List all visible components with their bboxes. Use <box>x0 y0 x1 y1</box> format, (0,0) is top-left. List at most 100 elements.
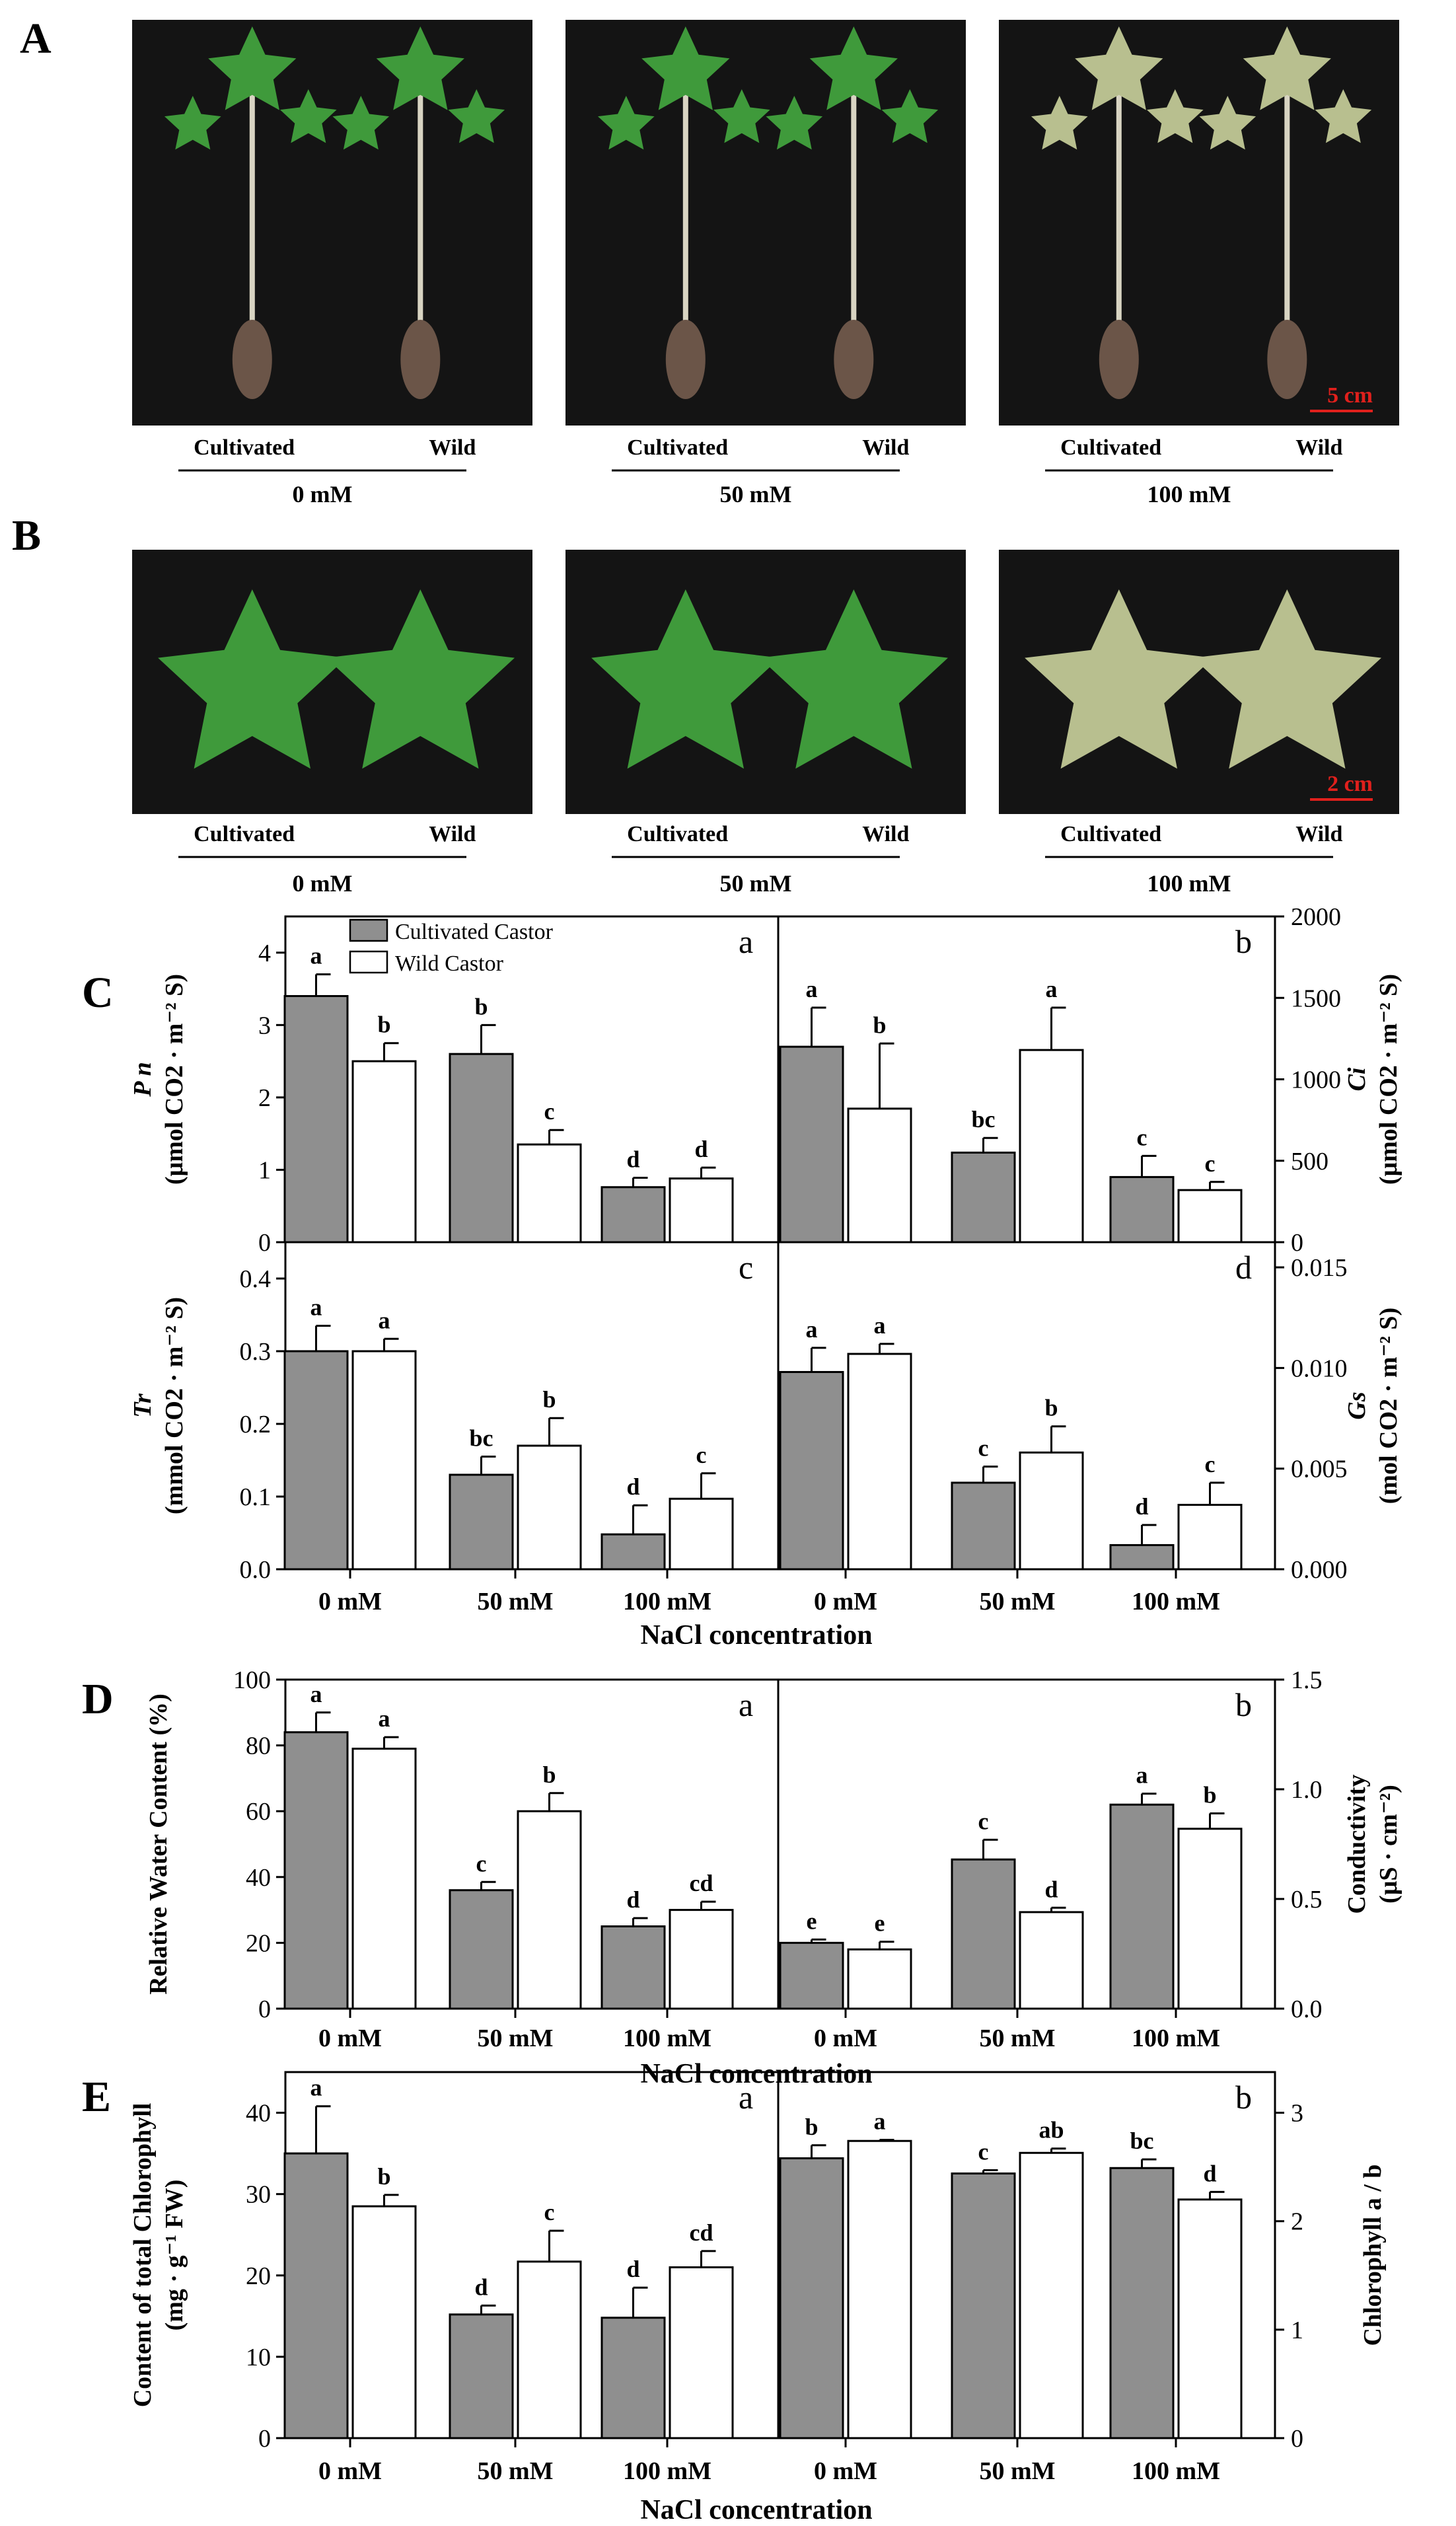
chart-C-a: 0 1 2 3 4 a b b c d d a P n (μmol CO2 · m⁻² S) <box>129 915 780 1257</box>
significance-letter: a <box>874 1312 886 1339</box>
y-tick-label: 500 <box>1291 1148 1329 1175</box>
significance-letter: b <box>474 993 488 1020</box>
chart-C-b: 0 500 1000 1500 2000 a b bc a c c b Ci (μmol CO2 · m⁻… <box>777 903 1402 1257</box>
label-wild: Wild <box>862 822 909 846</box>
bar-wild-0 <box>351 1060 417 1244</box>
bar-cultivated-2 <box>601 1533 666 1571</box>
bar-wild-0 <box>847 1107 912 1244</box>
label-cultivated: Cultivated <box>194 822 295 846</box>
significance-letter: bc <box>470 1425 493 1452</box>
significance-letter: b <box>542 1762 556 1788</box>
y-axis-label: (mmol CO2 · m⁻² S) <box>161 1297 188 1514</box>
concentration-label: 50 mM <box>720 870 792 897</box>
significance-letter: c <box>476 1850 487 1876</box>
label-cultivated: Cultivated <box>627 435 728 460</box>
x-tick-label: 0 mM <box>814 2457 877 2485</box>
y-tick-label: 1000 <box>1291 1066 1341 1094</box>
panel-letter-c: C <box>82 969 114 1017</box>
significance-letter: d <box>626 1473 639 1500</box>
significance-letter: b <box>805 2114 818 2140</box>
significance-letter: a <box>310 1681 322 1707</box>
significance-letter: c <box>544 2199 555 2225</box>
bar-cultivated-2 <box>601 2317 666 2439</box>
cultivated-plant-leaf <box>280 89 337 143</box>
wild-leaf-leaf <box>326 589 515 769</box>
wild-plant-leaf <box>809 26 898 110</box>
label-wild: Wild <box>429 435 476 460</box>
bar-wild-2 <box>1177 2198 1243 2439</box>
cultivated-plant-leaf <box>1031 96 1088 150</box>
bar-wild-2 <box>669 2266 734 2439</box>
bar-wild-0 <box>847 2139 912 2439</box>
bar-wild-1 <box>1019 1451 1084 1571</box>
y-tick-label: 0.000 <box>1291 1556 1348 1584</box>
chart-D-b: 0.0 0.5 1.0 1.5 e e 0 mM c d 50 mM a b 100 mM b Conduc… <box>777 1666 1402 2052</box>
label-cultivated: Cultivated <box>1060 435 1161 460</box>
significance-letter: a <box>1046 976 1058 1002</box>
bar-cultivated-0 <box>779 2157 844 2439</box>
x-tick-label: 0 mM <box>318 2025 382 2052</box>
y-tick-label: 2 <box>258 1084 271 1112</box>
y-tick-label: 1500 <box>1291 984 1341 1012</box>
significance-letter: a <box>310 943 322 969</box>
bar-cultivated-1 <box>449 1473 514 1571</box>
y-tick-label: 0 <box>1291 1229 1303 1257</box>
wild-plant-leaf <box>332 96 390 150</box>
x-tick-label: 0 mM <box>814 1588 877 1616</box>
y-tick-label: 3 <box>1291 2100 1303 2128</box>
x-tick-label: 50 mM <box>477 2025 553 2052</box>
panel-corner-letter: b <box>1235 2079 1252 2116</box>
bar-cultivated-2 <box>1109 1803 1175 2010</box>
y-tick-label: 0.005 <box>1291 1456 1348 1483</box>
significance-letter: d <box>626 2256 639 2282</box>
y-tick-label: 1 <box>1291 2317 1303 2344</box>
y-tick-label: 20 <box>246 1929 271 1957</box>
wild-plant-leaf <box>1199 96 1256 150</box>
bar-wild-2 <box>669 1909 734 2010</box>
significance-letter: c <box>544 1098 555 1125</box>
bar-cultivated-2 <box>1109 1543 1175 1571</box>
y-axis-label: Chlorophyll a / b <box>1359 2165 1387 2346</box>
y-axis-label: (mol CO2 · m⁻² S) <box>1375 1308 1402 1504</box>
chart-D-a: 0 20 40 60 80 100 a a 0 mM c b 50 mM d cd 100 mM a Relat… <box>145 1666 780 2052</box>
y-tick-label: 100 <box>233 1666 271 1694</box>
bar-wild-0 <box>847 1948 912 2010</box>
panel-corner-letter: a <box>739 1686 753 1723</box>
legend-swatch-wild <box>349 950 388 974</box>
bar-wild-1 <box>517 1444 582 1571</box>
significance-letter: a <box>310 2075 322 2101</box>
y-tick-label: 1 <box>258 1156 271 1184</box>
panel-letter-d: D <box>82 1675 114 1723</box>
bar-cultivated-0 <box>283 1350 349 1571</box>
x-tick-label: 50 mM <box>477 2457 553 2485</box>
x-tick-label: 50 mM <box>979 2025 1055 2052</box>
y-tick-label: 4 <box>258 940 271 967</box>
label-wild: Wild <box>1295 435 1342 460</box>
cultivated-plant-leaf <box>713 89 770 143</box>
cultivated-plant-leaf <box>208 26 297 110</box>
x-tick-label: 100 mM <box>1132 2457 1220 2485</box>
significance-letter: c <box>1205 1150 1216 1177</box>
x-tick-label: 100 mM <box>623 1588 711 1616</box>
significance-letter: e <box>807 1908 817 1934</box>
y-tick-label: 0.4 <box>240 1265 272 1293</box>
panel-corner-letter: d <box>1235 1249 1252 1286</box>
wild-plant-leaf <box>1315 89 1372 143</box>
y-tick-label: 1.5 <box>1291 1666 1323 1694</box>
y-tick-label: 0 <box>258 2425 271 2453</box>
concentration-label: 100 mM <box>1147 870 1231 897</box>
cultivated-plant-leaf <box>1075 26 1163 110</box>
wild-leaf-leaf <box>759 589 948 769</box>
y-tick-label: 60 <box>246 1798 271 1826</box>
y-axis-label: Relative Water Content (%) <box>145 1693 172 1995</box>
x-tick-label: 50 mM <box>979 1588 1055 1616</box>
cultivated-leaf-leaf <box>1025 589 1214 769</box>
bar-cultivated-1 <box>449 2313 514 2439</box>
wild-plant-leaf <box>881 89 939 143</box>
scale-bar-label: 2 cm <box>1327 772 1373 796</box>
y-tick-label: 80 <box>246 1732 271 1760</box>
significance-letter: cd <box>690 1870 713 1896</box>
y-axis-label: Conductivity <box>1343 1774 1371 1913</box>
significance-letter: bc <box>972 1106 996 1133</box>
